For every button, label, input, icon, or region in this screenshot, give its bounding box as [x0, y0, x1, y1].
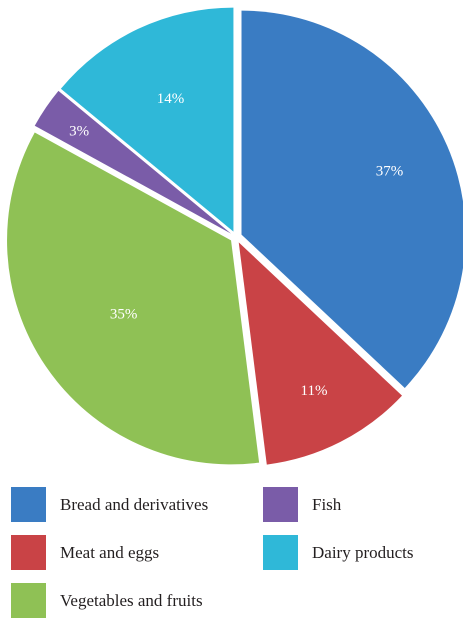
- legend-swatch-dairy: [263, 535, 298, 570]
- pie-chart: 37% 11% 35% 3% 14%: [7, 7, 463, 465]
- pie-slice-fish: [34, 90, 232, 234]
- legend-swatch-bread: [11, 487, 46, 522]
- slice-label-dairy: 14%: [157, 91, 185, 107]
- slice-label-meat: 11%: [301, 383, 328, 399]
- legend-label-bread: Bread and derivatives: [60, 494, 209, 514]
- legend-label-dairy: Dairy products: [312, 542, 414, 562]
- legend-label-fish: Fish: [312, 494, 342, 514]
- legend-swatch-vegetables: [11, 583, 46, 618]
- legend-item-vegetables: Vegetables and fruits: [11, 583, 203, 618]
- legend-label-meat: Meat and eggs: [60, 542, 160, 562]
- legend-item-dairy: Dairy products: [263, 535, 414, 570]
- slice-label-bread: 37%: [376, 164, 404, 180]
- chart-legend: Bread and derivatives Meat and eggs Vege…: [0, 480, 463, 618]
- legend-item-bread: Bread and derivatives: [11, 487, 208, 522]
- pie-slice-meat: [238, 242, 403, 465]
- pie-slice-bread: [241, 10, 463, 388]
- legend-label-vegetables: Vegetables and fruits: [60, 590, 203, 610]
- legend-item-meat: Meat and eggs: [11, 535, 159, 570]
- legend-item-fish: Fish: [263, 487, 341, 522]
- slice-label-vegetables: 35%: [110, 306, 138, 322]
- pie-slice-vegetables: [7, 132, 260, 465]
- slice-label-fish: 3%: [69, 123, 89, 139]
- legend-swatch-meat: [11, 535, 46, 570]
- legend-swatch-fish: [263, 487, 298, 522]
- pie-slice-dairy: [60, 7, 234, 232]
